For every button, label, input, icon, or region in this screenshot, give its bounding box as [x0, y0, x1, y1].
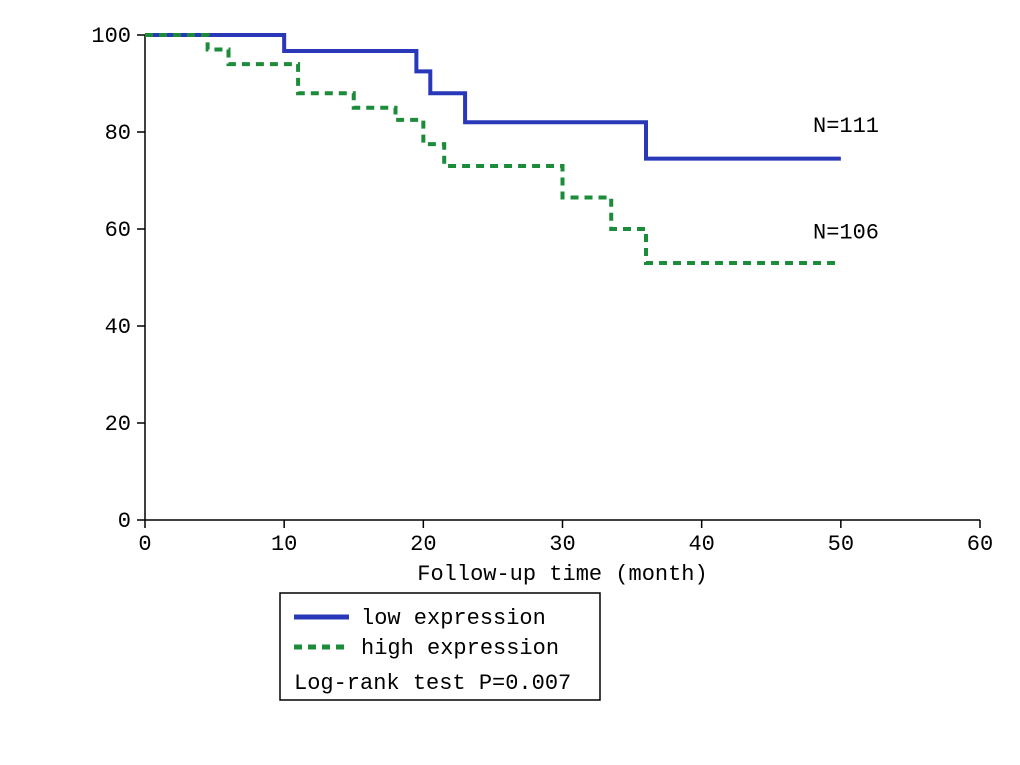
y-tick-label: 0 — [118, 509, 131, 534]
km-chart: 0 10 20 30 40 50 60 0 20 40 60 80 100 Follow-up time … — [0, 0, 1020, 765]
y-tick-label: 40 — [105, 315, 131, 340]
annotation: N=111 — [813, 114, 879, 139]
x-tick-label: 30 — [549, 532, 575, 557]
y-tick-label: 20 — [105, 412, 131, 437]
annotation: N=106 — [813, 221, 879, 246]
legend-label: high expression — [361, 636, 559, 661]
x-tick-label: 40 — [688, 532, 714, 557]
x-tick-label: 60 — [967, 532, 993, 557]
x-tick-label: 50 — [828, 532, 854, 557]
x-tick-label: 0 — [138, 532, 151, 557]
y-tick-label: 80 — [105, 121, 131, 146]
x-tick-label: 20 — [410, 532, 436, 557]
x-tick-label: 10 — [271, 532, 297, 557]
x-axis-label: Follow-up time (month) — [417, 562, 707, 587]
legend-footer: Log-rank test P=0.007 — [294, 671, 571, 696]
y-tick-label: 100 — [91, 24, 131, 49]
series-low — [145, 35, 841, 159]
series-high — [145, 35, 841, 263]
chart-svg: 0 10 20 30 40 50 60 0 20 40 60 80 100 Follow-up time … — [0, 0, 1020, 765]
legend-label: low expression — [361, 606, 546, 631]
y-tick-label: 60 — [105, 218, 131, 243]
